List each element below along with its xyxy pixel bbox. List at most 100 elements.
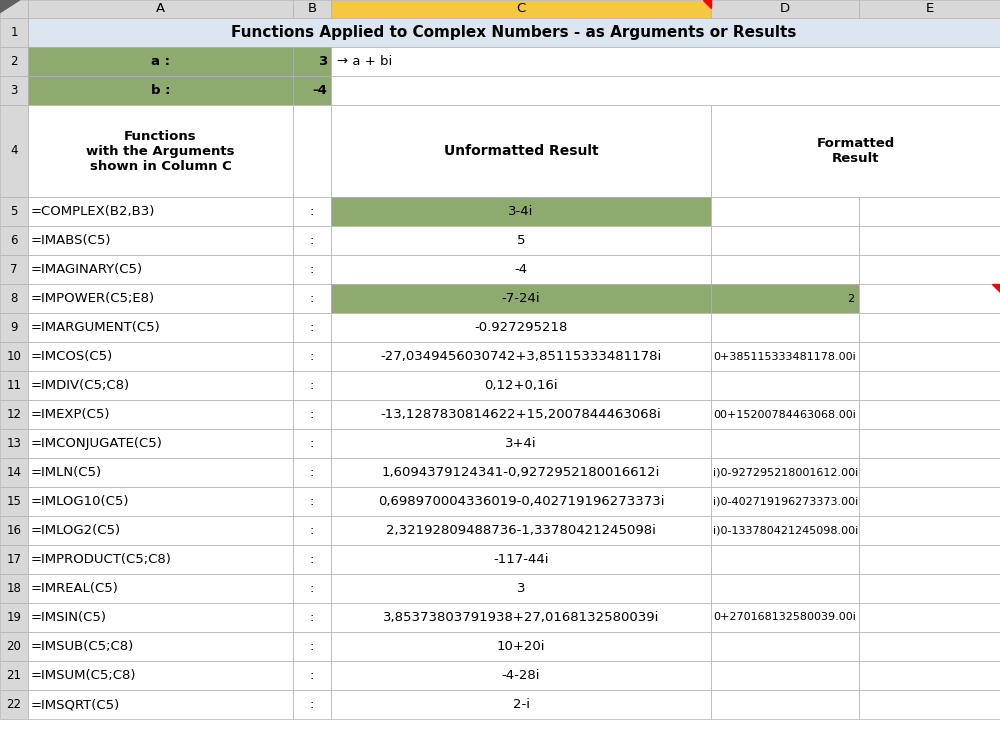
Text: =IMSUM(C5;C8): =IMSUM(C5;C8) <box>31 669 136 682</box>
Bar <box>28 47 293 76</box>
Text: :: : <box>310 582 314 595</box>
Bar <box>28 284 293 313</box>
Text: Unformatted Result: Unformatted Result <box>444 144 598 158</box>
Text: 1: 1 <box>10 26 18 39</box>
Bar <box>331 458 711 487</box>
Text: =COMPLEX(B2,B3): =COMPLEX(B2,B3) <box>31 205 155 218</box>
Bar <box>711 661 859 690</box>
Text: :: : <box>310 408 314 421</box>
Text: i)0-133780421245098.00i: i)0-133780421245098.00i <box>713 526 858 536</box>
Text: 0+270168132580039.00i: 0+270168132580039.00i <box>713 613 856 622</box>
Bar <box>28 487 293 516</box>
Text: 0,12+0,16i: 0,12+0,16i <box>484 379 558 392</box>
Bar <box>0 603 28 632</box>
Bar <box>0 516 28 545</box>
Bar <box>0 284 28 313</box>
Bar <box>331 661 711 690</box>
Text: =IMCOS(C5): =IMCOS(C5) <box>31 350 113 363</box>
Bar <box>293 197 331 226</box>
Polygon shape <box>703 0 711 8</box>
Text: :: : <box>310 321 314 334</box>
Bar <box>711 400 859 429</box>
Bar <box>331 545 711 574</box>
Text: =IMPRODUCT(C5;C8): =IMPRODUCT(C5;C8) <box>31 553 172 566</box>
Text: 6: 6 <box>10 234 18 247</box>
Text: 9: 9 <box>10 321 18 334</box>
Bar <box>28 197 293 226</box>
Bar <box>711 197 859 226</box>
Bar <box>331 76 1000 105</box>
Text: 3: 3 <box>10 84 18 97</box>
Bar <box>0 545 28 574</box>
Bar <box>859 400 1000 429</box>
Bar <box>293 255 331 284</box>
Text: :: : <box>310 379 314 392</box>
Bar <box>331 603 711 632</box>
Bar <box>331 313 711 342</box>
Bar <box>28 632 293 661</box>
Text: =IMEXP(C5): =IMEXP(C5) <box>31 408 110 421</box>
Bar <box>28 574 293 603</box>
Bar <box>293 690 331 719</box>
Bar <box>859 371 1000 400</box>
Text: 0+385115333481178.00i: 0+385115333481178.00i <box>713 351 856 362</box>
Bar <box>859 516 1000 545</box>
Bar <box>293 487 331 516</box>
Text: :: : <box>310 234 314 247</box>
Text: 3-4i: 3-4i <box>508 205 534 218</box>
Bar <box>859 313 1000 342</box>
Bar <box>331 632 711 661</box>
Bar <box>859 342 1000 371</box>
Text: :: : <box>310 553 314 566</box>
Text: 12: 12 <box>7 408 22 421</box>
Bar <box>859 226 1000 255</box>
Text: :: : <box>310 205 314 218</box>
Bar <box>711 574 859 603</box>
Text: 00+15200784463068.00i: 00+15200784463068.00i <box>713 410 856 419</box>
Text: 0,698970004336019-0,402719196273373i: 0,698970004336019-0,402719196273373i <box>378 495 664 508</box>
Bar <box>0 342 28 371</box>
Text: 2,32192809488736-1,33780421245098i: 2,32192809488736-1,33780421245098i <box>386 524 656 537</box>
Text: :: : <box>310 292 314 305</box>
Bar <box>0 76 28 105</box>
Bar <box>293 47 331 76</box>
Bar <box>331 487 711 516</box>
Text: :: : <box>310 698 314 711</box>
Bar <box>711 226 859 255</box>
Text: =IMLOG2(C5): =IMLOG2(C5) <box>31 524 121 537</box>
Bar <box>0 632 28 661</box>
Bar <box>331 371 711 400</box>
Bar <box>28 0 293 18</box>
Bar <box>293 105 331 197</box>
Bar <box>859 197 1000 226</box>
Text: :: : <box>310 437 314 450</box>
Bar <box>293 603 331 632</box>
Bar <box>0 105 28 197</box>
Bar <box>293 516 331 545</box>
Bar <box>0 661 28 690</box>
Text: 1,6094379124341-0,9272952180016612i: 1,6094379124341-0,9272952180016612i <box>382 466 660 479</box>
Text: =IMLOG10(C5): =IMLOG10(C5) <box>31 495 130 508</box>
Text: 3: 3 <box>318 55 327 68</box>
Text: 19: 19 <box>7 611 22 624</box>
Bar <box>293 371 331 400</box>
Text: -7-24i: -7-24i <box>502 292 540 305</box>
Bar <box>28 603 293 632</box>
Bar <box>711 690 859 719</box>
Bar <box>331 255 711 284</box>
Text: 5: 5 <box>10 205 18 218</box>
Bar <box>28 255 293 284</box>
Bar <box>859 661 1000 690</box>
Bar <box>28 313 293 342</box>
Text: -4: -4 <box>514 263 528 276</box>
Bar <box>711 313 859 342</box>
Text: B: B <box>307 2 317 16</box>
Bar <box>0 400 28 429</box>
Text: a :: a : <box>151 55 170 68</box>
Bar <box>331 574 711 603</box>
Bar <box>0 255 28 284</box>
Bar <box>711 516 859 545</box>
Bar <box>0 18 28 47</box>
Text: =IMSIN(C5): =IMSIN(C5) <box>31 611 107 624</box>
Bar <box>28 18 1000 47</box>
